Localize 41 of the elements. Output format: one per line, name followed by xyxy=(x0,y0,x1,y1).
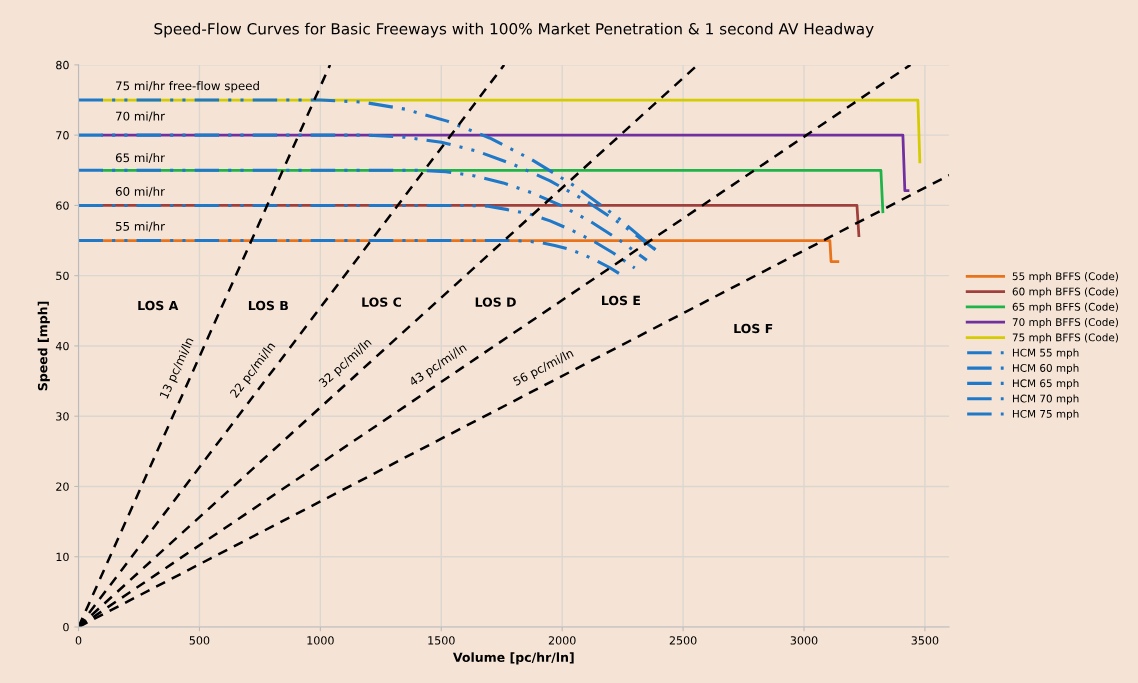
y-tick-label: 0 xyxy=(63,622,69,632)
x-tick-label: 2000 xyxy=(548,636,576,645)
annotation: LOS B xyxy=(248,300,288,311)
legend-label: 75 mph BFFS (Code) xyxy=(1012,333,1118,344)
y-tick-label: 50 xyxy=(56,271,69,281)
annotation: 75 mi/hr free-flow speed xyxy=(116,81,259,93)
x-tick-label: 3000 xyxy=(790,636,818,645)
annotation: LOS E xyxy=(602,295,640,306)
legend-label: 55 mph BFFS (Code) xyxy=(1012,272,1118,283)
y-axis-title: Speed [mph] xyxy=(37,301,50,391)
legend-label: HCM 75 mph xyxy=(1012,409,1079,420)
legend-label: HCM 55 mph xyxy=(1012,348,1079,359)
y-tick-label: 30 xyxy=(56,412,69,421)
annotation: 70 mi/hr xyxy=(116,111,165,122)
legend-label: 70 mph BFFS (Code) xyxy=(1012,317,1118,329)
y-tick-label: 20 xyxy=(56,482,69,491)
annotation: 55 mi/hr xyxy=(116,221,165,232)
y-tick-label: 60 xyxy=(56,201,69,210)
legend-label: 60 mph BFFS (Code) xyxy=(1012,287,1118,298)
y-tick-label: 70 xyxy=(56,131,69,140)
annotation: LOS D xyxy=(475,297,516,307)
x-tick-label: 3500 xyxy=(911,636,939,645)
x-tick-label: 0 xyxy=(75,636,82,645)
y-tick-label: 80 xyxy=(56,60,69,70)
y-tick-label: 10 xyxy=(56,552,69,562)
annotation: 60 mi/hr xyxy=(115,186,165,197)
x-axis-title: Volume [pc/hr/ln] xyxy=(452,652,574,665)
legend-label: HCM 60 mph xyxy=(1012,363,1079,374)
x-tick-label: 1000 xyxy=(307,636,334,645)
x-tick-label: 2500 xyxy=(669,636,697,645)
annotation: LOS C xyxy=(362,297,402,307)
x-tick-label: 1500 xyxy=(428,636,455,645)
legend-label: 65 mph BFFS (Code) xyxy=(1012,302,1118,313)
chart-title: Speed-Flow Curves for Basic Freeways with 100% Market Penetration & 1 second AV Headway xyxy=(154,22,874,38)
legend-label: HCM 70 mph xyxy=(1012,394,1079,405)
annotation: LOS A xyxy=(138,300,179,311)
y-tick-label: 40 xyxy=(55,341,69,351)
x-tick-label: 500 xyxy=(189,636,210,645)
annotation: 65 mi/hr xyxy=(115,153,165,164)
legend-label: HCM 65 mph xyxy=(1012,379,1079,390)
annotation: LOS F xyxy=(734,323,773,334)
